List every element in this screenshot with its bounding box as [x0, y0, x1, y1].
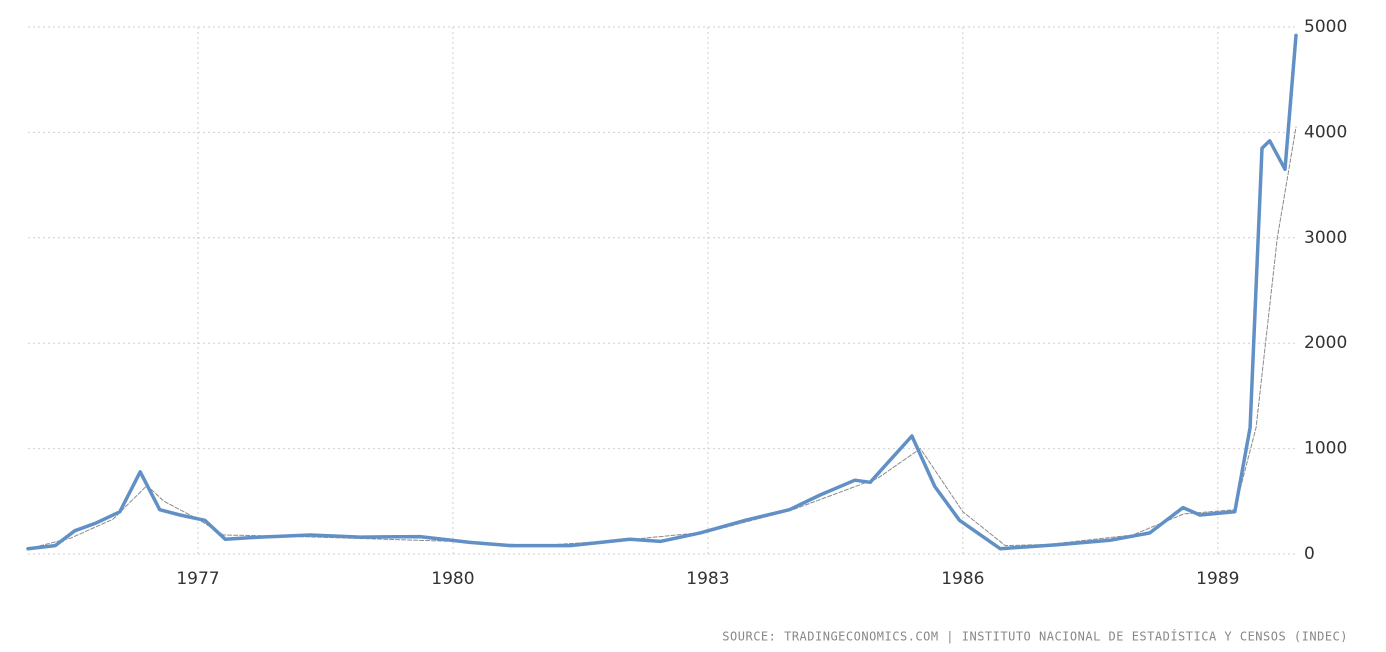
source-note: SOURCE: TRADINGECONOMICS.COM | INSTITUTO… — [722, 629, 1348, 644]
data-line — [27, 126, 1297, 550]
y-tick-label: 3000 — [1304, 228, 1347, 248]
x-tick-label: 1977 — [176, 569, 219, 589]
y-tick-label: 2000 — [1304, 333, 1347, 353]
x-tick-label: 1980 — [431, 569, 474, 589]
data-line — [26, 33, 1298, 551]
y-tick-label: 5000 — [1304, 17, 1347, 37]
y-tick-label: 0 — [1304, 544, 1315, 564]
x-tick-label: 1983 — [686, 569, 729, 589]
y-tick-label: 1000 — [1304, 439, 1347, 459]
x-tick-label: 1989 — [1196, 569, 1239, 589]
y-tick-label: 4000 — [1304, 122, 1347, 142]
x-tick-label: 1986 — [941, 569, 984, 589]
